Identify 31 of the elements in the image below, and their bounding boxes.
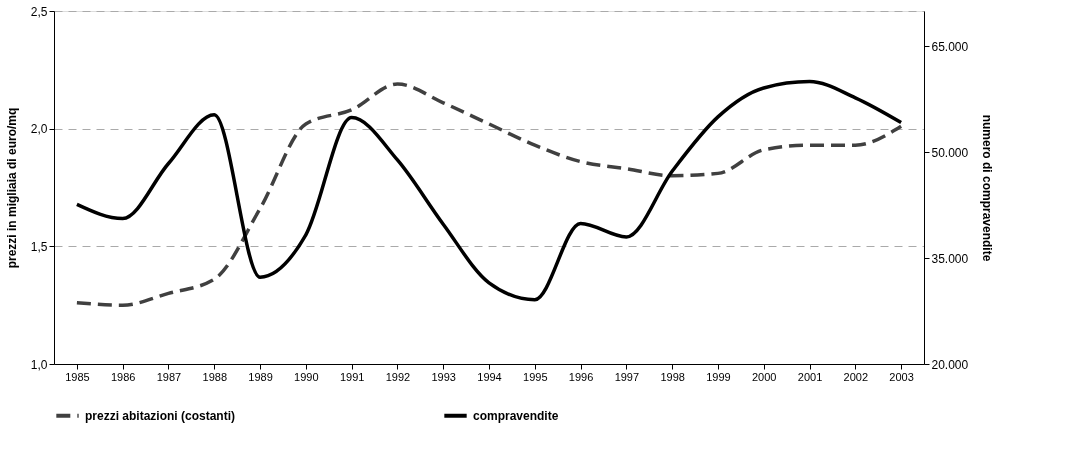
y-tick-label: 2,0 <box>30 122 48 137</box>
x-tick-label: 1993 <box>431 370 456 383</box>
x-tick-label: 1995 <box>523 370 548 383</box>
x-tick-label: 1998 <box>660 370 685 383</box>
x-tick-label: 1985 <box>65 370 90 383</box>
x-tick-label: 2000 <box>751 370 777 383</box>
legend-label: prezzi abitazioni (costanti) <box>85 408 236 423</box>
y2-tick-label: 35.000 <box>931 251 969 266</box>
x-tick-label: 1999 <box>706 370 731 383</box>
y-tick-label: 1,5 <box>30 239 48 254</box>
x-tick-label: 1990 <box>294 370 319 383</box>
x-tick-label: 1991 <box>339 370 365 383</box>
x-tick-label: 1997 <box>614 370 640 383</box>
x-tick-label: 1996 <box>568 370 594 383</box>
y2-axis-title: numero di compravendite <box>980 114 995 262</box>
x-tick-label: 1992 <box>385 370 411 383</box>
y-axis-title: prezzi in migliaia di euro/mq <box>4 107 19 269</box>
y2-tick-label: 65.000 <box>931 39 969 54</box>
x-tick-label: 1986 <box>110 370 136 383</box>
x-tick-label: 1994 <box>477 370 502 383</box>
x-tick-label: 2003 <box>889 370 914 383</box>
legend-label: compravendite <box>473 408 559 423</box>
y2-tick-label: 50.000 <box>931 145 969 160</box>
x-tick-label: 2001 <box>797 370 823 383</box>
x-tick-label: 2002 <box>843 370 869 383</box>
y-tick-label: 2,5 <box>30 4 48 19</box>
x-tick-label: 1988 <box>202 370 228 383</box>
x-tick-label: 1989 <box>248 370 273 383</box>
x-tick-label: 1987 <box>156 370 182 383</box>
y2-tick-label: 20.000 <box>931 357 969 372</box>
y-tick-label: 1,0 <box>30 357 48 372</box>
